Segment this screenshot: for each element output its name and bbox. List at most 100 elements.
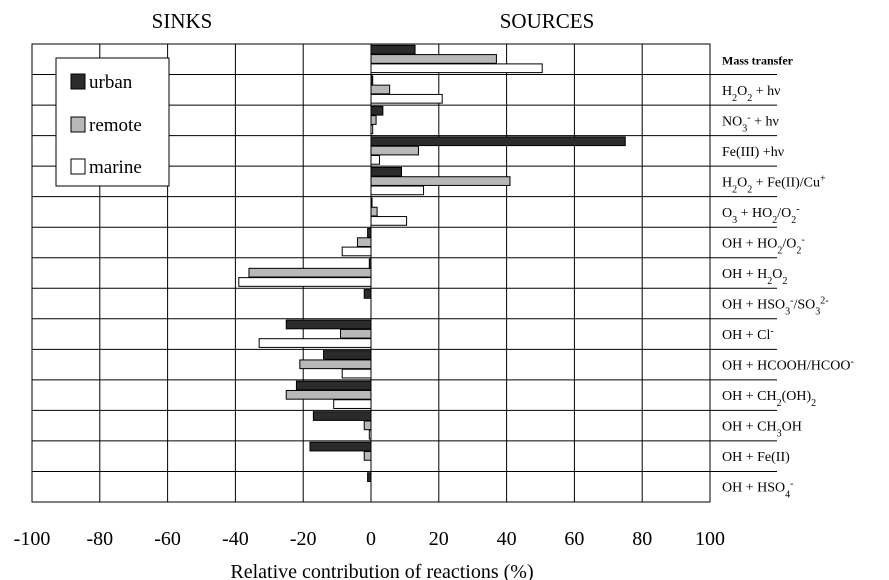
bar-remote-7 bbox=[248, 267, 372, 278]
category-label-part: H bbox=[722, 84, 732, 99]
bar-urban-12 bbox=[312, 411, 372, 421]
x-axis-label: Relative contribution of reactions (%) bbox=[230, 561, 533, 580]
category-label-part: OH + H bbox=[722, 267, 767, 282]
category-label-part: (OH) bbox=[782, 389, 812, 404]
category-label-part: 4 bbox=[785, 489, 790, 500]
category-label-part: OH + HCOOH/HCOO bbox=[722, 359, 850, 374]
bar-urban-1 bbox=[370, 75, 374, 86]
bar-urban-11 bbox=[295, 380, 372, 391]
category-label-part: + hν bbox=[751, 114, 779, 129]
legend: urban remote marine bbox=[55, 57, 170, 187]
category-label-part: OH + CH bbox=[722, 389, 777, 404]
category-label: Mass transfer bbox=[722, 53, 794, 67]
bar-urban-9 bbox=[285, 319, 372, 330]
bars-layer bbox=[238, 44, 626, 482]
bar-remote-2 bbox=[370, 115, 377, 125]
category-label-part: NO bbox=[722, 114, 742, 129]
category-label-part: 3 bbox=[742, 123, 747, 134]
category-label-part: 2 bbox=[767, 276, 772, 287]
x-tick-label: -100 bbox=[14, 528, 51, 550]
bar-marine-3 bbox=[370, 155, 380, 165]
x-tick-label: 100 bbox=[695, 528, 725, 550]
legend-swatch-marine bbox=[70, 158, 86, 175]
category-label-part: O bbox=[722, 206, 732, 221]
category-label-part: 2 bbox=[777, 398, 782, 409]
category-label-part: - bbox=[850, 356, 853, 367]
bar-urban-14 bbox=[367, 472, 372, 482]
category-label-part: + Fe(II)/Cu bbox=[752, 175, 820, 190]
category-label: OH + HSO3-/SO32- bbox=[722, 295, 829, 317]
bar-remote-13 bbox=[363, 451, 372, 461]
bar-remote-0 bbox=[370, 54, 497, 64]
category-label-part: + bbox=[820, 173, 826, 184]
bar-urban-7 bbox=[368, 258, 372, 269]
category-label: Fe(III) +hν bbox=[722, 145, 784, 160]
bar-remote-12 bbox=[363, 420, 372, 431]
x-tick-label: 40 bbox=[497, 528, 517, 550]
x-tick-label: -40 bbox=[222, 528, 249, 550]
category-label-part: 2 bbox=[732, 92, 737, 103]
category-label: OH + HCOOH/HCOO- bbox=[722, 356, 854, 374]
category-label-part: OH + HO bbox=[722, 236, 777, 251]
category-label: OH + HO2/O2- bbox=[722, 234, 805, 256]
category-label-part: /O bbox=[777, 206, 791, 221]
bar-urban-0 bbox=[370, 44, 416, 55]
bar-remote-9 bbox=[339, 328, 372, 339]
sources-header: SOURCES bbox=[500, 9, 595, 33]
bar-urban-10 bbox=[323, 350, 372, 360]
category-label-part: O bbox=[737, 84, 747, 99]
bar-urban-8 bbox=[363, 289, 372, 299]
bar-marine-6 bbox=[341, 246, 372, 257]
legend-swatch-remote bbox=[70, 116, 86, 133]
category-label: OH + Fe(II) bbox=[722, 450, 790, 465]
x-tick-label: -60 bbox=[154, 528, 181, 550]
bar-remote-5 bbox=[370, 206, 378, 217]
category-label-part: O bbox=[772, 267, 782, 282]
bar-urban-2 bbox=[370, 105, 384, 116]
bar-remote-4 bbox=[370, 176, 511, 186]
bar-urban-4 bbox=[370, 166, 403, 177]
category-label-part: OH + HSO bbox=[722, 481, 785, 496]
category-label-part: 2- bbox=[820, 295, 828, 306]
category-label-part: 2 bbox=[811, 398, 816, 409]
category-label-part: 3 bbox=[815, 306, 820, 317]
bar-remote-3 bbox=[370, 145, 419, 156]
category-label: H2O2 + Fe(II)/Cu+ bbox=[722, 173, 826, 195]
x-tick-label: 20 bbox=[429, 528, 449, 550]
bar-marine-1 bbox=[370, 93, 443, 104]
category-label-part: /SO bbox=[793, 298, 815, 313]
category-label-part: 3 bbox=[785, 306, 790, 317]
bar-remote-6 bbox=[356, 237, 372, 248]
category-label-part: 2 bbox=[747, 92, 752, 103]
bar-urban-5 bbox=[370, 197, 373, 208]
bar-urban-3 bbox=[370, 136, 626, 147]
bar-marine-11 bbox=[333, 399, 372, 409]
category-label-part: 2 bbox=[772, 214, 777, 225]
bar-marine-0 bbox=[370, 63, 543, 74]
bar-marine-10 bbox=[341, 368, 372, 379]
x-tick-label: 0 bbox=[366, 528, 376, 550]
category-label-part: Mass transfer bbox=[722, 53, 794, 67]
legend-label-marine: marine bbox=[89, 157, 142, 178]
legend-label-remote: remote bbox=[89, 115, 142, 136]
category-label-part: - bbox=[796, 203, 799, 214]
category-label-part: 3 bbox=[777, 428, 782, 439]
category-label-part: /O bbox=[782, 236, 796, 251]
category-label-part: + HO bbox=[737, 206, 772, 221]
legend-swatch-urban bbox=[70, 73, 86, 90]
bar-urban-6 bbox=[367, 228, 372, 238]
category-label-part: OH + Fe(II) bbox=[722, 450, 790, 465]
category-label-part: 2 bbox=[777, 245, 782, 256]
x-tick-label: 80 bbox=[632, 528, 652, 550]
category-label-part: H bbox=[722, 175, 732, 190]
category-label-part: Fe(III) +hν bbox=[722, 145, 784, 160]
category-label: OH + CH2(OH)2 bbox=[722, 389, 816, 409]
sinks-header: SINKS bbox=[152, 9, 213, 33]
legend-label-urban: urban bbox=[89, 72, 133, 93]
category-label: OH + Cl- bbox=[722, 326, 774, 344]
x-tick-labels: -100 -80 -60 -40 -20 0 20 40 60 80 100 bbox=[14, 528, 725, 550]
category-label: NO3- + hν bbox=[722, 112, 779, 134]
category-label: OH + H2O2 bbox=[722, 267, 787, 287]
